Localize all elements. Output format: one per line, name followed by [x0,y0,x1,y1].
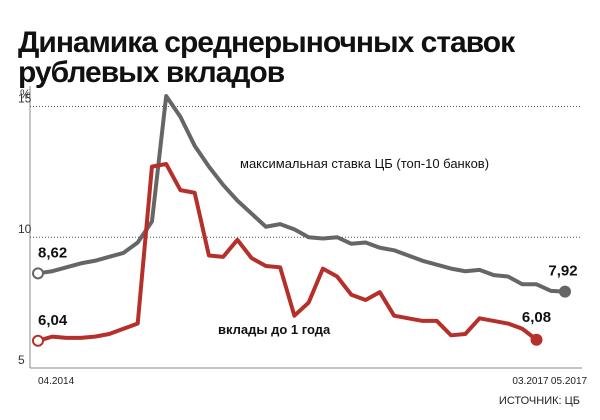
y-tick-label: 5 [18,353,25,367]
value-label: 6,08 [522,309,551,326]
x-tick-label: 03.2017 [512,376,549,387]
y-axis-label: % [20,87,31,101]
series-label: вклады до 1 года [218,322,331,337]
value-label: 8,62 [38,244,67,261]
start-marker [32,267,44,280]
x-tick-label: 05.2017 [551,376,588,387]
end-marker [530,333,543,346]
chart-title: Динамика среднерыночных ставок рублевых в… [18,26,516,89]
y-tick-label: 10 [18,222,32,236]
source: ИСТОЧНИК: ЦБ [499,395,580,407]
series-line [37,162,538,343]
series-line [37,94,566,294]
y-tick-label: 15 [18,91,32,105]
end-marker [559,285,571,298]
value-label: 6,04 [38,312,68,329]
start-marker [32,334,44,347]
x-tick-label: 04.2014 [38,376,75,387]
series-label: максимальная ставка ЦБ (топ-10 банков) [240,156,489,171]
value-label: 7,92 [548,263,577,280]
